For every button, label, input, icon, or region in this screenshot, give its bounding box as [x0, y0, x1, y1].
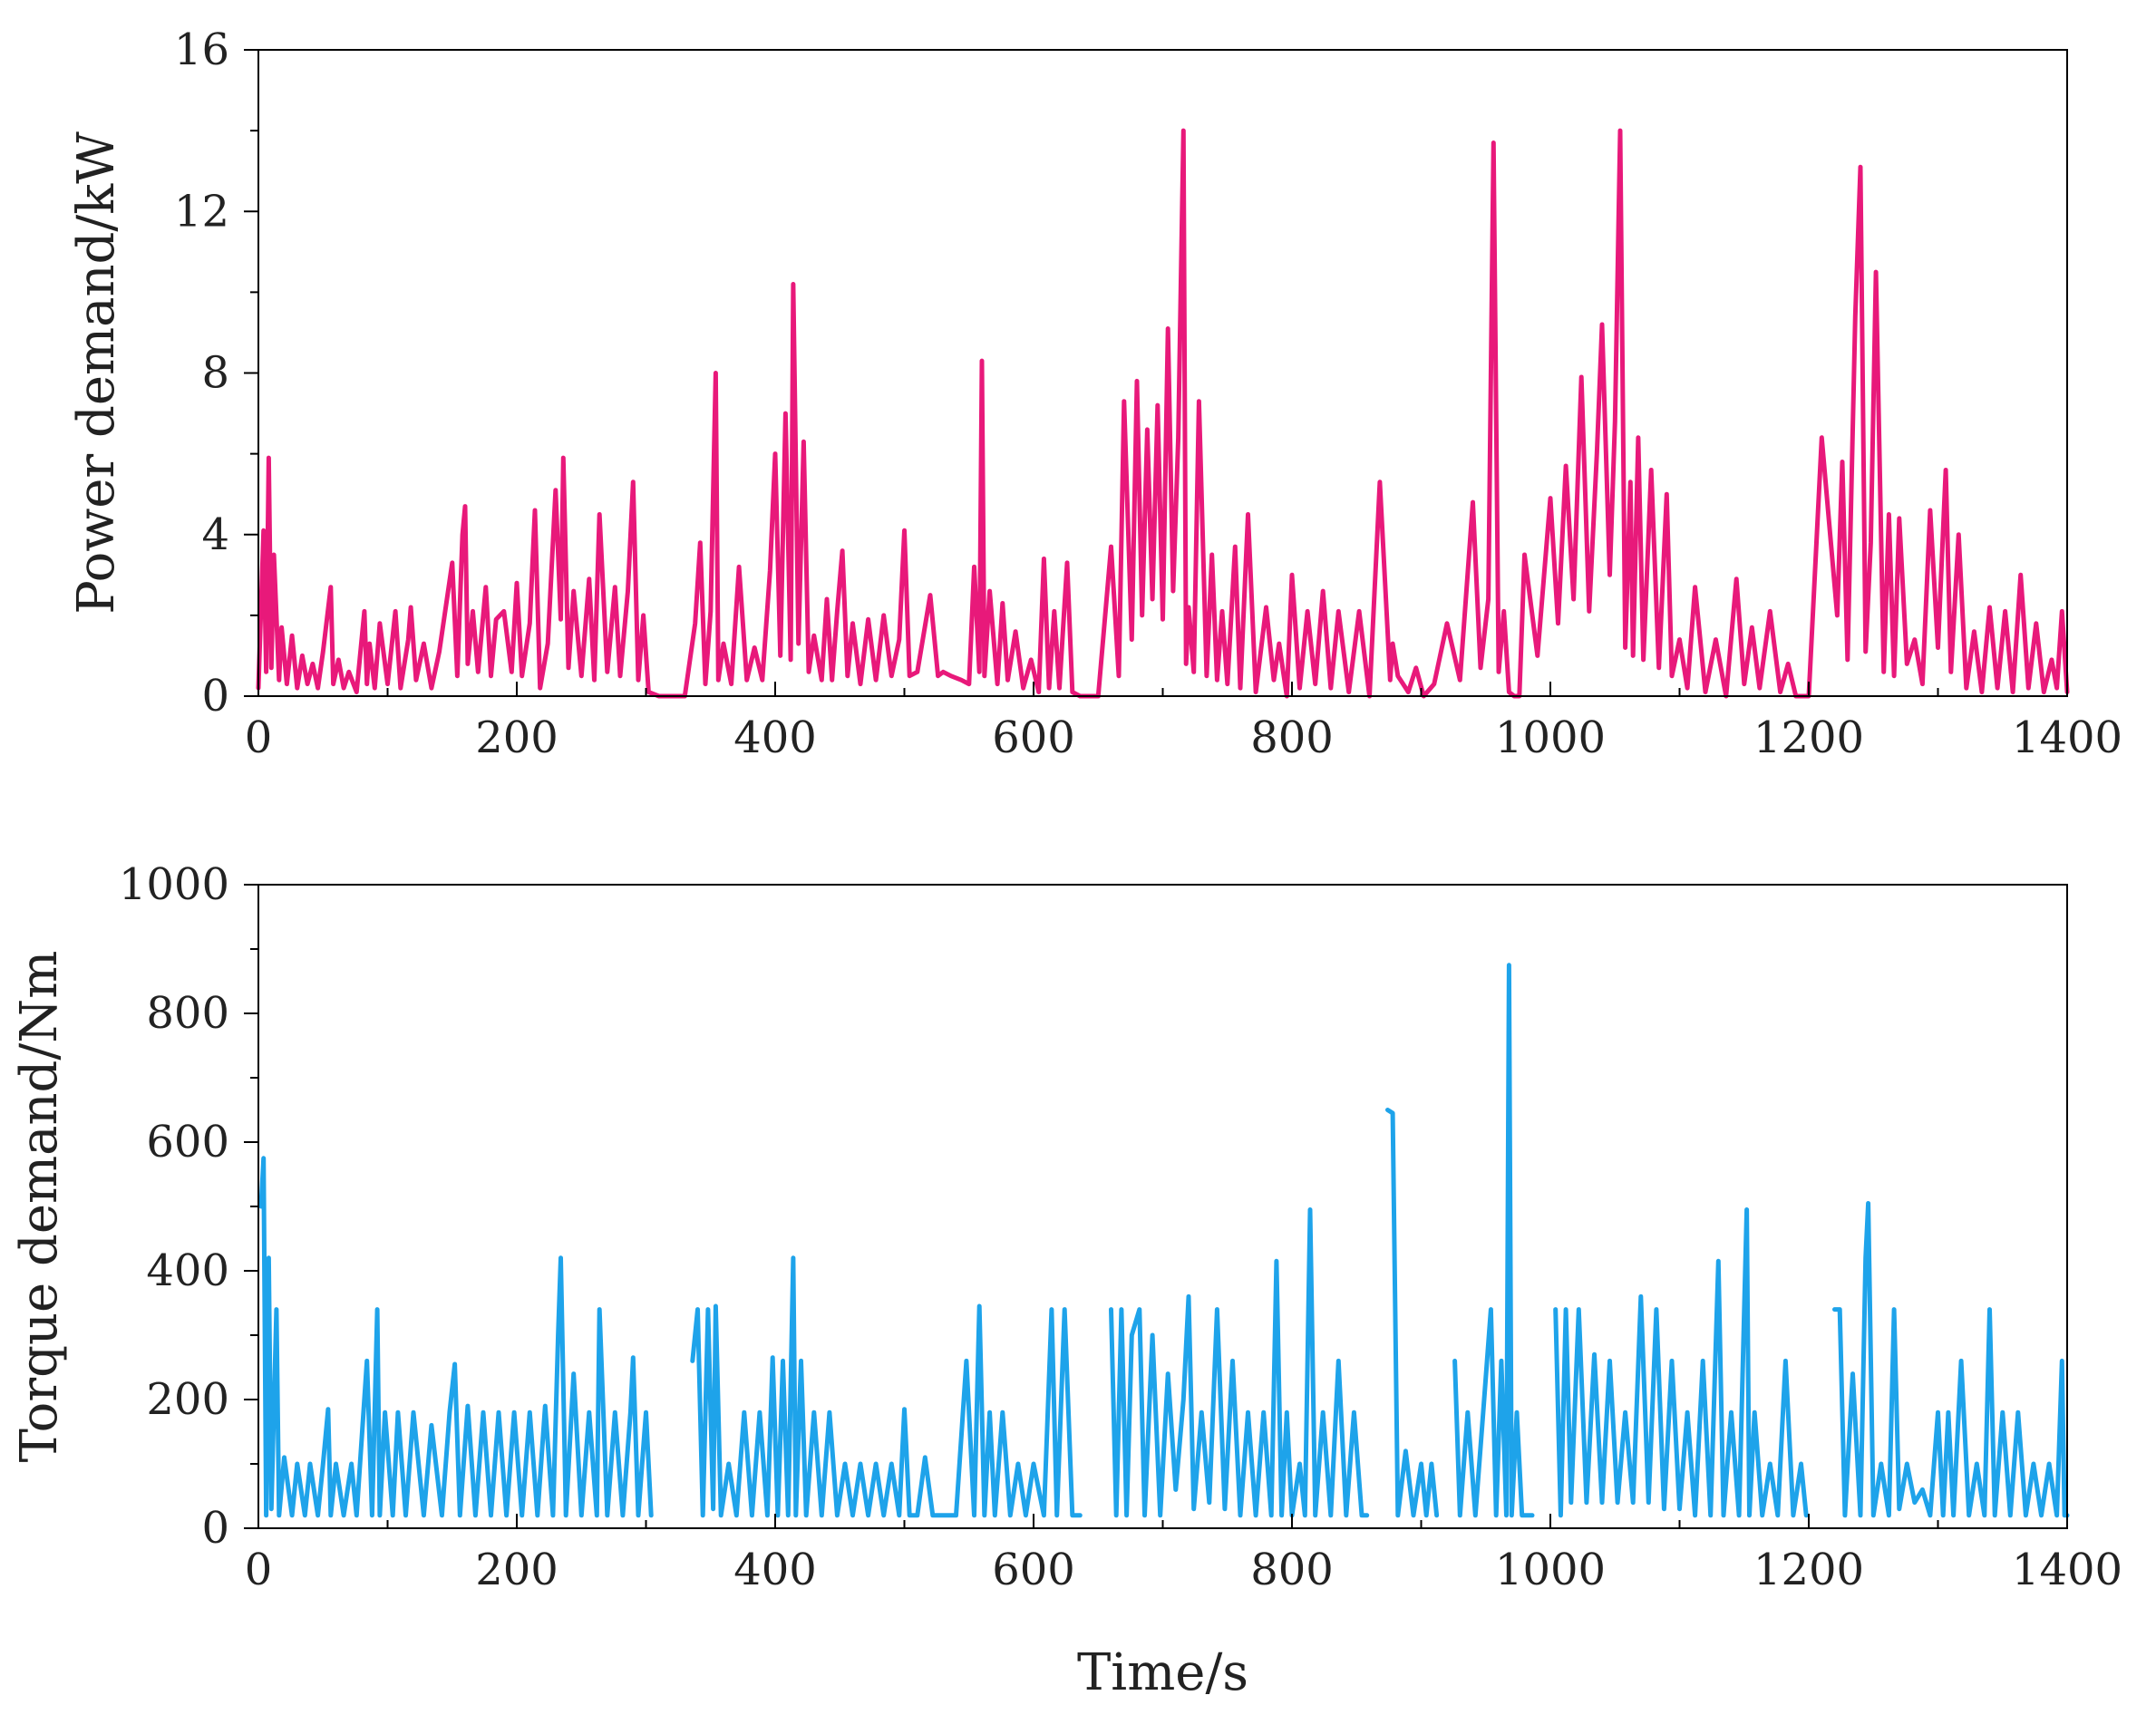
torque-y-axis-label: Torque demand/Nm	[10, 951, 69, 1463]
power-y-tick-label: 8	[201, 348, 229, 399]
torque-x-axis-label: Time/s	[1077, 1643, 1248, 1702]
torque-x-tick-label: 400	[733, 1545, 817, 1595]
torque-x-tick-label: 1200	[1753, 1545, 1864, 1595]
torque-x-tick-label: 0	[245, 1545, 273, 1595]
power-x-tick-label: 400	[733, 712, 817, 763]
torque-series-line-4	[1452, 963, 1535, 1518]
torque-x-tick-label: 800	[1250, 1545, 1334, 1595]
power-x-tick-label: 200	[475, 712, 558, 763]
torque-y-tick-label: 600	[146, 1117, 229, 1167]
power-y-tick-label: 16	[174, 24, 229, 75]
power-demand-chart: 0 200 400 600 800 1000 1200 1400 0 4 8 12 16 Power de…	[67, 24, 2122, 763]
torque-x-tick-label: 600	[992, 1545, 1075, 1595]
torque-series-line-0	[258, 1156, 654, 1518]
torque-x-tick-label: 200	[475, 1545, 558, 1595]
power-x-tick-label: 1200	[1753, 712, 1864, 763]
power-y-axis-label: Power demand/kW	[67, 131, 126, 615]
torque-demand-chart: 0 200 400 600 800 1000 1200 1400 0 200 400 600 800 10…	[10, 859, 2122, 1702]
torque-series-line-6	[1832, 1201, 2070, 1518]
torque-y-tick-label: 400	[146, 1245, 229, 1296]
power-series-line-0	[256, 128, 2070, 699]
torque-series-line-3	[1385, 1108, 1440, 1518]
power-y-tick-label: 0	[201, 671, 229, 722]
torque-x-tick-label: 1000	[1495, 1545, 1606, 1595]
power-x-tick-label: 1000	[1495, 712, 1606, 763]
power-x-tick-label: 800	[1250, 712, 1334, 763]
torque-y-tick-label: 0	[201, 1503, 229, 1554]
torque-y-tick-label: 200	[146, 1374, 229, 1425]
torque-x-tick-label: 1400	[2012, 1545, 2122, 1595]
power-y-tick-label: 4	[201, 509, 229, 560]
power-x-tick-label: 600	[992, 712, 1075, 763]
torque-y-tick-label: 800	[146, 988, 229, 1039]
power-x-tick-label: 1400	[2012, 712, 2122, 763]
power-x-tick-label: 0	[245, 712, 273, 763]
torque-y-tick-label: 1000	[119, 859, 229, 910]
torque-series-line-2	[1109, 1207, 1370, 1518]
power-y-tick-label: 12	[174, 186, 229, 237]
torque-series-line-1	[690, 1255, 1083, 1518]
torque-series-line-5	[1553, 1207, 1809, 1518]
